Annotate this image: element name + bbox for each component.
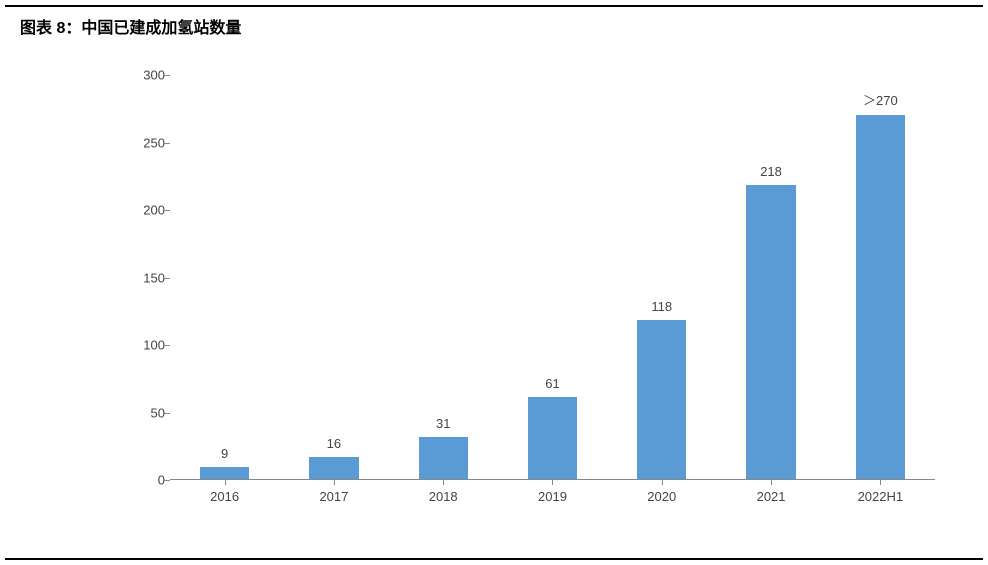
bar [856,115,905,480]
y-tick-label: 0 [125,473,165,488]
y-tick-label: 50 [125,405,165,420]
x-tick-mark [334,479,335,485]
y-tick-mark [164,413,170,414]
bar [309,457,358,479]
bar [746,185,795,479]
y-tick-mark [164,210,170,211]
bar-value-label: 16 [284,436,384,451]
x-tick-mark [443,479,444,485]
y-tick-label: 100 [125,338,165,353]
y-tick-mark [164,480,170,481]
y-tick-mark [164,278,170,279]
chart-area: 9 2016 16 2017 31 2018 61 2019 118 2020 218 2021 ＞27… [135,75,935,505]
y-tick-mark [164,143,170,144]
chart-title: 图表 8：中国已建成加氢站数量 [20,14,241,38]
x-tick-mark [880,479,881,485]
plot-region: 9201616201731201861201911820202182021＞27… [170,75,935,480]
x-tick-mark [771,479,772,485]
x-tick-label: 2017 [319,489,348,504]
y-tick-mark [164,75,170,76]
x-tick-mark [552,479,553,485]
x-tick-label: 2020 [647,489,676,504]
x-tick-label: 2019 [538,489,567,504]
x-tick-label: 2022H1 [858,489,904,504]
y-tick-mark [164,345,170,346]
bar [419,437,468,479]
x-tick-label: 2021 [757,489,786,504]
y-tick-label: 300 [125,68,165,83]
x-tick-mark [225,479,226,485]
y-tick-label: 150 [125,270,165,285]
bar-value-label: 118 [612,299,712,314]
y-tick-label: 250 [125,135,165,150]
bar [637,320,686,479]
bar-value-label: 61 [502,376,602,391]
bar [200,467,249,479]
y-tick-label: 200 [125,203,165,218]
bar-value-label: 31 [393,416,493,431]
x-tick-mark [662,479,663,485]
x-tick-label: 2018 [429,489,458,504]
x-tick-label: 2016 [210,489,239,504]
bar [528,397,577,479]
bar-value-label: ＞270 [830,90,930,109]
bar-value-label: 9 [175,446,275,461]
bar-value-label: 218 [721,164,821,179]
